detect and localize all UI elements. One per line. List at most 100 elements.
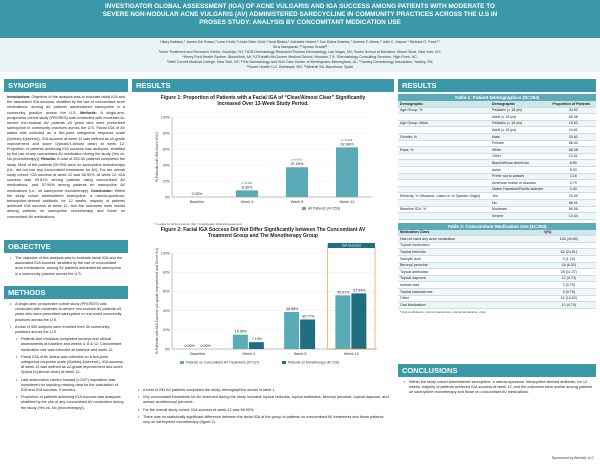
table-cell (398, 113, 490, 121)
conclusions-list: Within the study cohort administered sar… (398, 377, 596, 401)
table-row: Race, % White 68.38 (398, 146, 596, 154)
table-cell: Has not used any acne medication (398, 235, 542, 243)
methods-item: A single-arm, prospective cohort study (… (10, 302, 125, 323)
y-tick-label: 100% (161, 115, 171, 119)
methods-item: Proportion of patients achieving IGA suc… (16, 395, 125, 411)
y-tick-label: 20% (163, 328, 171, 332)
figure-1: Figure 1: Proportion of Patients with a … (132, 95, 394, 226)
table-cell: Baseline IGA, % (398, 206, 490, 214)
table-cell: Other (398, 295, 542, 303)
objective-header: OBJECTIVE (4, 240, 128, 253)
y-tick-label: 0% (165, 195, 171, 199)
data-label: 38.58% (286, 307, 299, 311)
table-cell: 0.40 (550, 186, 596, 194)
sponsor-note: Sponsored by Almirall, LLC (551, 456, 594, 460)
table-cell (398, 199, 490, 207)
badge-label: IGA Success (342, 244, 362, 248)
table-header-cell: Proportion of Patients (550, 101, 596, 108)
x-tick-label: Week 4 (241, 200, 254, 204)
table-cell: Topical antibiotics (398, 268, 542, 276)
table-cell: Pediatric (< 18 yrs) (489, 107, 551, 115)
table-cell: 12 (4.74) (541, 275, 596, 283)
table-row: Age Group, Mean Pediatric (< 18 yrs) 15.63 (398, 120, 596, 128)
conclusions-header: CONCLUSIONS (398, 364, 596, 377)
table-cell: Moderate (489, 206, 551, 214)
table-cell: White (489, 146, 551, 154)
bar (248, 342, 264, 349)
table-cell: 3.16 (550, 173, 596, 181)
bar (286, 167, 308, 197)
table-header-cell: Demographic (489, 101, 551, 108)
methods-text: A single-arm, prospective cohort study (… (7, 110, 125, 162)
table-row: Topical retinoids 62 (24.51) (398, 248, 596, 257)
table-cell: Ethnicity, % (Hispanic, Latino or of Spa… (398, 192, 490, 200)
y-axis-label: % Patients with IGA Score of 0/1 (155, 132, 159, 183)
y-tick-label: 100% (161, 251, 171, 255)
table-cell: American Indian or Alaskan (489, 179, 551, 187)
title-line-2: SEVERE NON-NODULAR ACNE VULGARIS (AV) AD… (102, 11, 498, 18)
results-item: There was no statistically significant d… (138, 415, 391, 425)
bar (351, 293, 367, 349)
table-cell: 13.44 (550, 212, 596, 220)
methods-item: Patients and clinicians completed survey… (16, 337, 125, 353)
title-line-1: INVESTIGATOR GLOBAL ASSESSMENT (IGA) OF … (105, 3, 495, 10)
objective-list: The objective of this analysis was to ev… (4, 253, 128, 282)
table-cell: 33.60 (550, 133, 596, 141)
table-cell: Topical retinoids (398, 248, 542, 257)
x-tick-label: Week 12 (344, 352, 359, 356)
table-cell (541, 242, 596, 250)
title-banner: INVESTIGATOR GLOBAL ASSESSMENT (IGA) OF … (0, 0, 600, 38)
table-cell: Race, % (398, 146, 490, 154)
x-tick-label: Baseline (190, 352, 205, 356)
table-cell: Benzoyl peroxide (398, 262, 542, 270)
figure-1-title: Figure 1: Proportion of Patients with a … (160, 95, 366, 107)
table-cell: Prefer not to answer (489, 173, 551, 181)
y-tick-label: 80% (163, 271, 171, 275)
table-row: Black/African American 8.89 (398, 159, 596, 167)
table-1: Table 1: Patient Demographics (N=253) De… (398, 94, 596, 220)
intro-label: Introduction: (7, 95, 31, 99)
table-row: Baseline IGA, % Moderate 86.56 (398, 206, 596, 214)
y-tick-label: 40% (163, 163, 171, 167)
table-row: Topical dapsone 12 (4.74) (398, 275, 596, 283)
bar (300, 319, 316, 349)
data-label: 14.96% (235, 330, 248, 334)
table-cell: Female (489, 140, 551, 148)
middle-column: RESULTS Figure 1: Proportion of Patients… (132, 79, 394, 460)
table-cell: Severe (489, 212, 551, 220)
table-cell: 10.51 (550, 153, 596, 161)
table-cell: Asian (489, 166, 551, 174)
data-label: 62.08% (341, 142, 355, 146)
synopsis-header: SYNOPSIS (4, 79, 128, 92)
table-cell (398, 179, 490, 187)
y-tick-label: 40% (163, 309, 171, 313)
results-text: A total of 253 AV patients completed the… (7, 157, 125, 193)
table-cell: Other (489, 153, 551, 161)
conclusion-text: Within the study cohort administered sar… (7, 188, 126, 219)
table-cell (398, 212, 490, 220)
table-cell (398, 126, 490, 134)
table-cell: Azelaic acid (398, 281, 542, 290)
synopsis-text: Introduction: Objective of the analysis … (4, 92, 128, 223)
table-cell: No (489, 199, 551, 207)
results-item: For the overall study cohort, IGA succes… (138, 408, 391, 413)
table-row: Topical medication (398, 242, 596, 250)
figure-2-title: Figure 2: Facial IGA Success Did Not Dif… (160, 227, 366, 239)
methods-item: Last observation carried forward (LOCF) … (16, 378, 125, 394)
table-cell: 2 (0.79) (541, 281, 596, 290)
x-tick-label: Week 4 (242, 352, 255, 356)
table-cell: Yes (489, 192, 551, 200)
x-tick-label: Week 8 (294, 352, 307, 356)
table-cell: Gender, % (398, 133, 490, 141)
results-label: Results: (41, 157, 57, 162)
results-item: A total of 253 AV patients completed the… (138, 388, 391, 393)
table-row: Topical clascoterone 2 (0.79) (398, 288, 596, 296)
table-row: Ethnicity, % (Hispanic, Latino or of Spa… (398, 192, 596, 200)
conclusions-item: Within the study cohort administered sar… (404, 380, 593, 396)
table-cell: Topical medication (398, 242, 542, 250)
figure-1-chart: 0% 20% 40% 60% 80% 100% % Patients with IGA Sc… (155, 115, 372, 211)
y-tick-label: 0% (165, 347, 171, 351)
table-row: Adult (≥ 18 yrs) 65.08 (398, 113, 596, 121)
table-row: Other 42 (16.60) (398, 295, 596, 303)
